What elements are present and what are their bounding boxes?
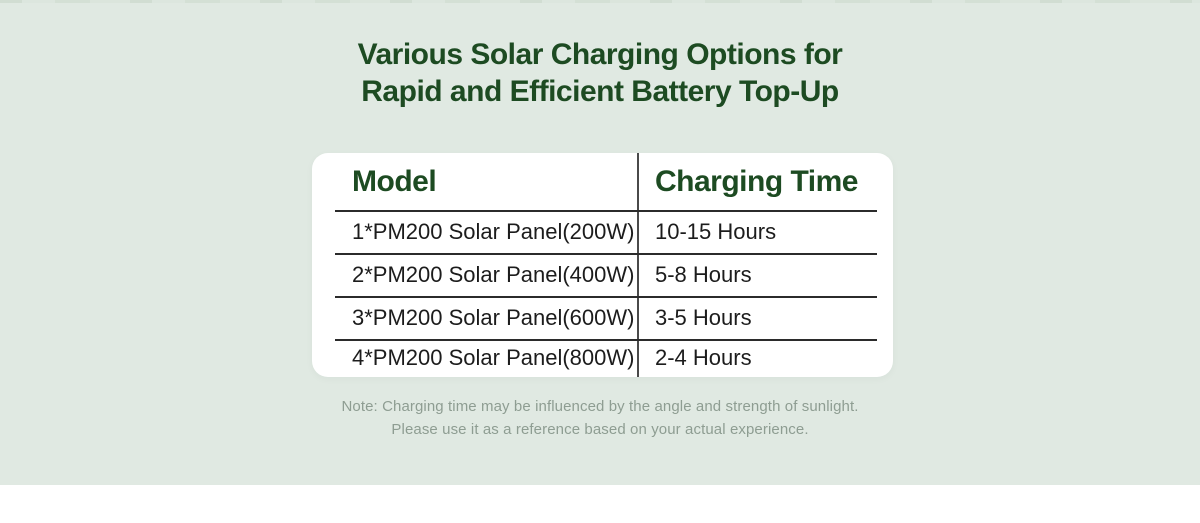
solar-charging-section: Various Solar Charging Options for Rapid … (0, 0, 1200, 485)
charging-note-line-2: Please use it as a reference based on yo… (391, 420, 809, 438)
table-header-charging-time: Charging Time (655, 164, 858, 198)
charging-note: Note: Charging time may be influenced by… (0, 396, 1200, 441)
table-rule (335, 339, 877, 341)
charging-options-table-card: Model Charging Time 1*PM200 Solar Panel(… (312, 153, 893, 377)
model-cell: 1*PM200 Solar Panel(200W) (352, 218, 635, 244)
table-header-model: Model (352, 164, 437, 198)
charging-time-cell: 3-5 Hours (655, 304, 752, 330)
table-column-divider (637, 153, 639, 377)
table-rule (335, 210, 877, 212)
model-cell: 3*PM200 Solar Panel(600W) (352, 304, 635, 330)
model-cell: 2*PM200 Solar Panel(400W) (352, 261, 635, 287)
charging-time-cell: 5-8 Hours (655, 261, 752, 287)
model-cell: 4*PM200 Solar Panel(800W) (352, 345, 635, 370)
table-rule (335, 253, 877, 255)
section-title: Various Solar Charging Options for Rapid … (0, 36, 1200, 110)
table-row: 1*PM200 Solar Panel(200W) 10-15 Hours (312, 210, 893, 253)
charging-time-cell: 2-4 Hours (655, 345, 752, 370)
table-row: 4*PM200 Solar Panel(800W) 2-4 Hours (312, 339, 893, 377)
table-row: 2*PM200 Solar Panel(400W) 5-8 Hours (312, 253, 893, 296)
table-row: 3*PM200 Solar Panel(600W) 3-5 Hours (312, 296, 893, 339)
table-rule (335, 296, 877, 298)
section-title-line-1: Various Solar Charging Options for (357, 38, 843, 71)
charging-note-line-1: Note: Charging time may be influenced by… (341, 398, 859, 415)
top-edge-image-fragment (0, 0, 1200, 3)
table-header-row: Model Charging Time (312, 153, 893, 210)
section-title-line-2: Rapid and Efficient Battery Top-Up (361, 75, 839, 108)
charging-time-cell: 10-15 Hours (655, 218, 777, 244)
